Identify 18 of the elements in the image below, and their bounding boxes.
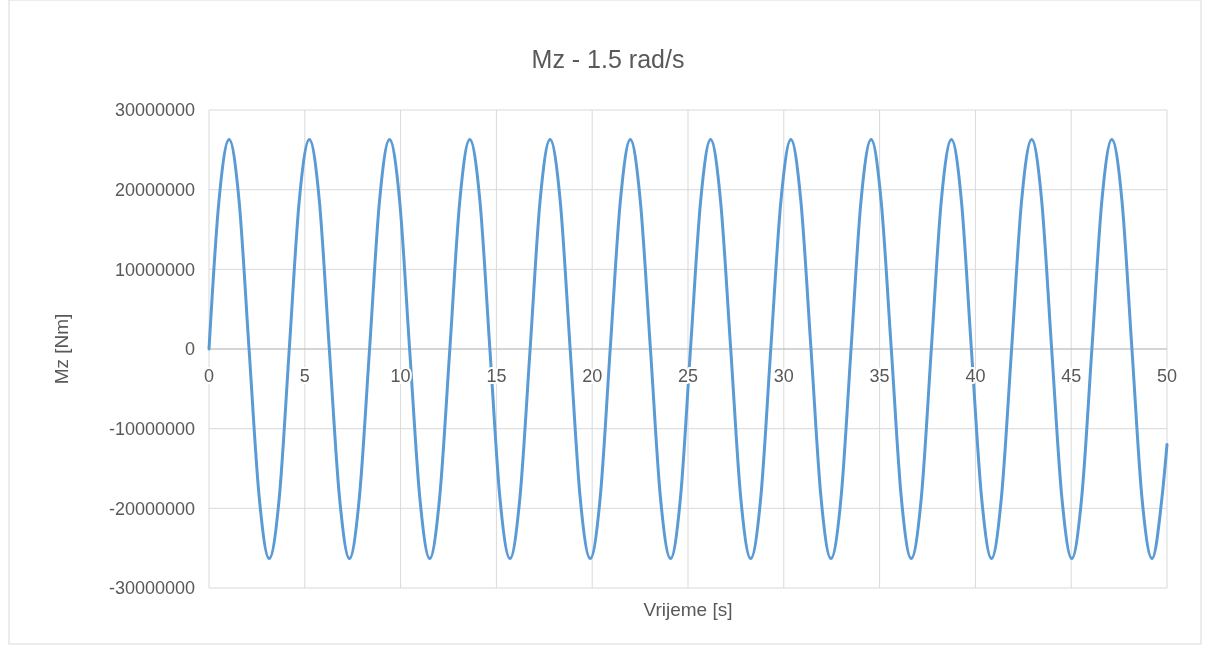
y-tick-label: 30000000	[114, 100, 195, 121]
x-tick-label: 10	[390, 366, 411, 386]
x-tick-label: 35	[869, 366, 890, 386]
x-tick-label: 5	[299, 366, 310, 386]
y-tick-label: 10000000	[114, 259, 195, 280]
x-axis-title: Vrijeme [s]	[643, 599, 733, 620]
x-tick-label: 0	[203, 366, 215, 386]
y-axis-title: Mz [Nm]	[51, 313, 72, 385]
y-tick-label: -30000000	[108, 578, 195, 599]
y-tick-label: -10000000	[108, 418, 195, 439]
y-tick-label: -20000000	[108, 498, 195, 519]
x-tick-label: 20	[582, 366, 603, 386]
y-tick-label: 20000000	[114, 179, 195, 200]
chart-title: Mz - 1.5 rad/s	[531, 45, 685, 73]
y-tick-label: 0	[184, 339, 195, 360]
x-tick-label: 30	[773, 366, 794, 386]
x-tick-label: 45	[1061, 366, 1082, 386]
x-tick-label: 50	[1156, 366, 1178, 386]
